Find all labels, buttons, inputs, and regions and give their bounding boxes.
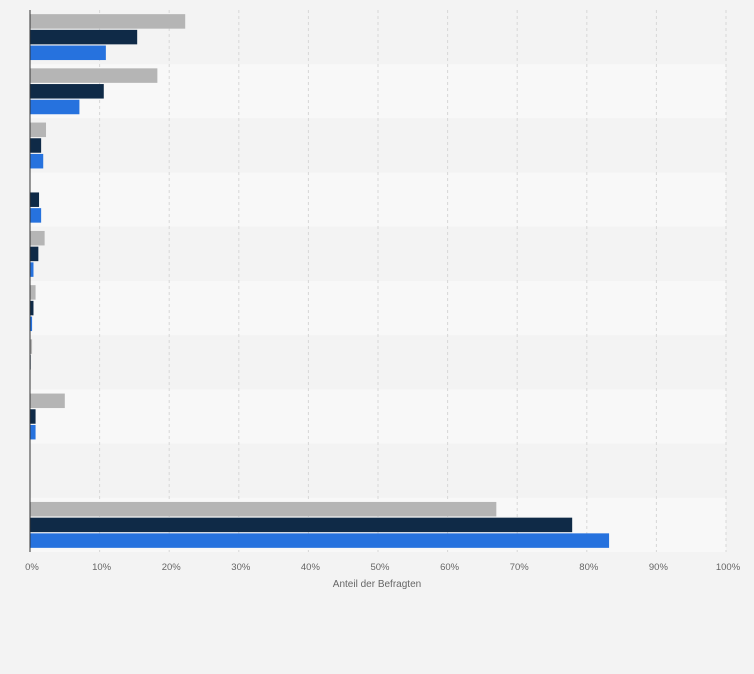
- bar[interactable]: [30, 517, 573, 533]
- row-band: [30, 172, 726, 227]
- bar[interactable]: [30, 14, 186, 29]
- x-tick-label: 80%: [579, 562, 599, 573]
- bar[interactable]: [30, 192, 40, 207]
- x-axis-ticks: 0% 10% 20% 30% 40% 50% 60% 70% 80% 90% 100%: [25, 562, 741, 573]
- bar[interactable]: [30, 122, 47, 138]
- bar[interactable]: [30, 153, 44, 169]
- bar[interactable]: [30, 409, 36, 424]
- bar[interactable]: [30, 246, 39, 262]
- x-tick-label: 90%: [649, 562, 669, 573]
- x-tick-label: 60%: [440, 562, 460, 573]
- bar[interactable]: [30, 339, 33, 354]
- gridlines: [99, 10, 727, 552]
- x-tick-label: 50%: [370, 562, 390, 573]
- row-band: [30, 118, 726, 173]
- x-tick-label: 100%: [716, 562, 741, 573]
- bar[interactable]: [30, 533, 610, 548]
- bar[interactable]: [30, 99, 80, 115]
- x-axis-label: Anteil der Befragten: [333, 579, 421, 590]
- bar[interactable]: [30, 29, 138, 45]
- row-band: [30, 281, 726, 336]
- bar[interactable]: [30, 300, 34, 316]
- bar[interactable]: [30, 138, 42, 153]
- bar[interactable]: [30, 230, 45, 246]
- bar[interactable]: [30, 45, 106, 61]
- bar[interactable]: [30, 208, 42, 223]
- bars: [30, 14, 610, 548]
- bar[interactable]: [30, 424, 36, 440]
- bar[interactable]: [30, 68, 158, 83]
- row-band: [30, 443, 726, 498]
- row-band: [30, 389, 726, 444]
- bar[interactable]: [30, 501, 497, 517]
- x-tick-label: 0%: [25, 562, 39, 573]
- bar[interactable]: [30, 84, 104, 99]
- row-band: [30, 226, 726, 281]
- x-tick-label: 20%: [162, 562, 182, 573]
- bar[interactable]: [30, 262, 34, 277]
- x-tick-label: 40%: [301, 562, 321, 573]
- x-tick-label: 30%: [231, 562, 251, 573]
- x-tick-label: 10%: [92, 562, 112, 573]
- bar[interactable]: [30, 316, 33, 332]
- bar[interactable]: [30, 285, 36, 300]
- bar[interactable]: [30, 393, 65, 409]
- x-tick-label: 70%: [510, 562, 530, 573]
- row-band: [30, 335, 726, 390]
